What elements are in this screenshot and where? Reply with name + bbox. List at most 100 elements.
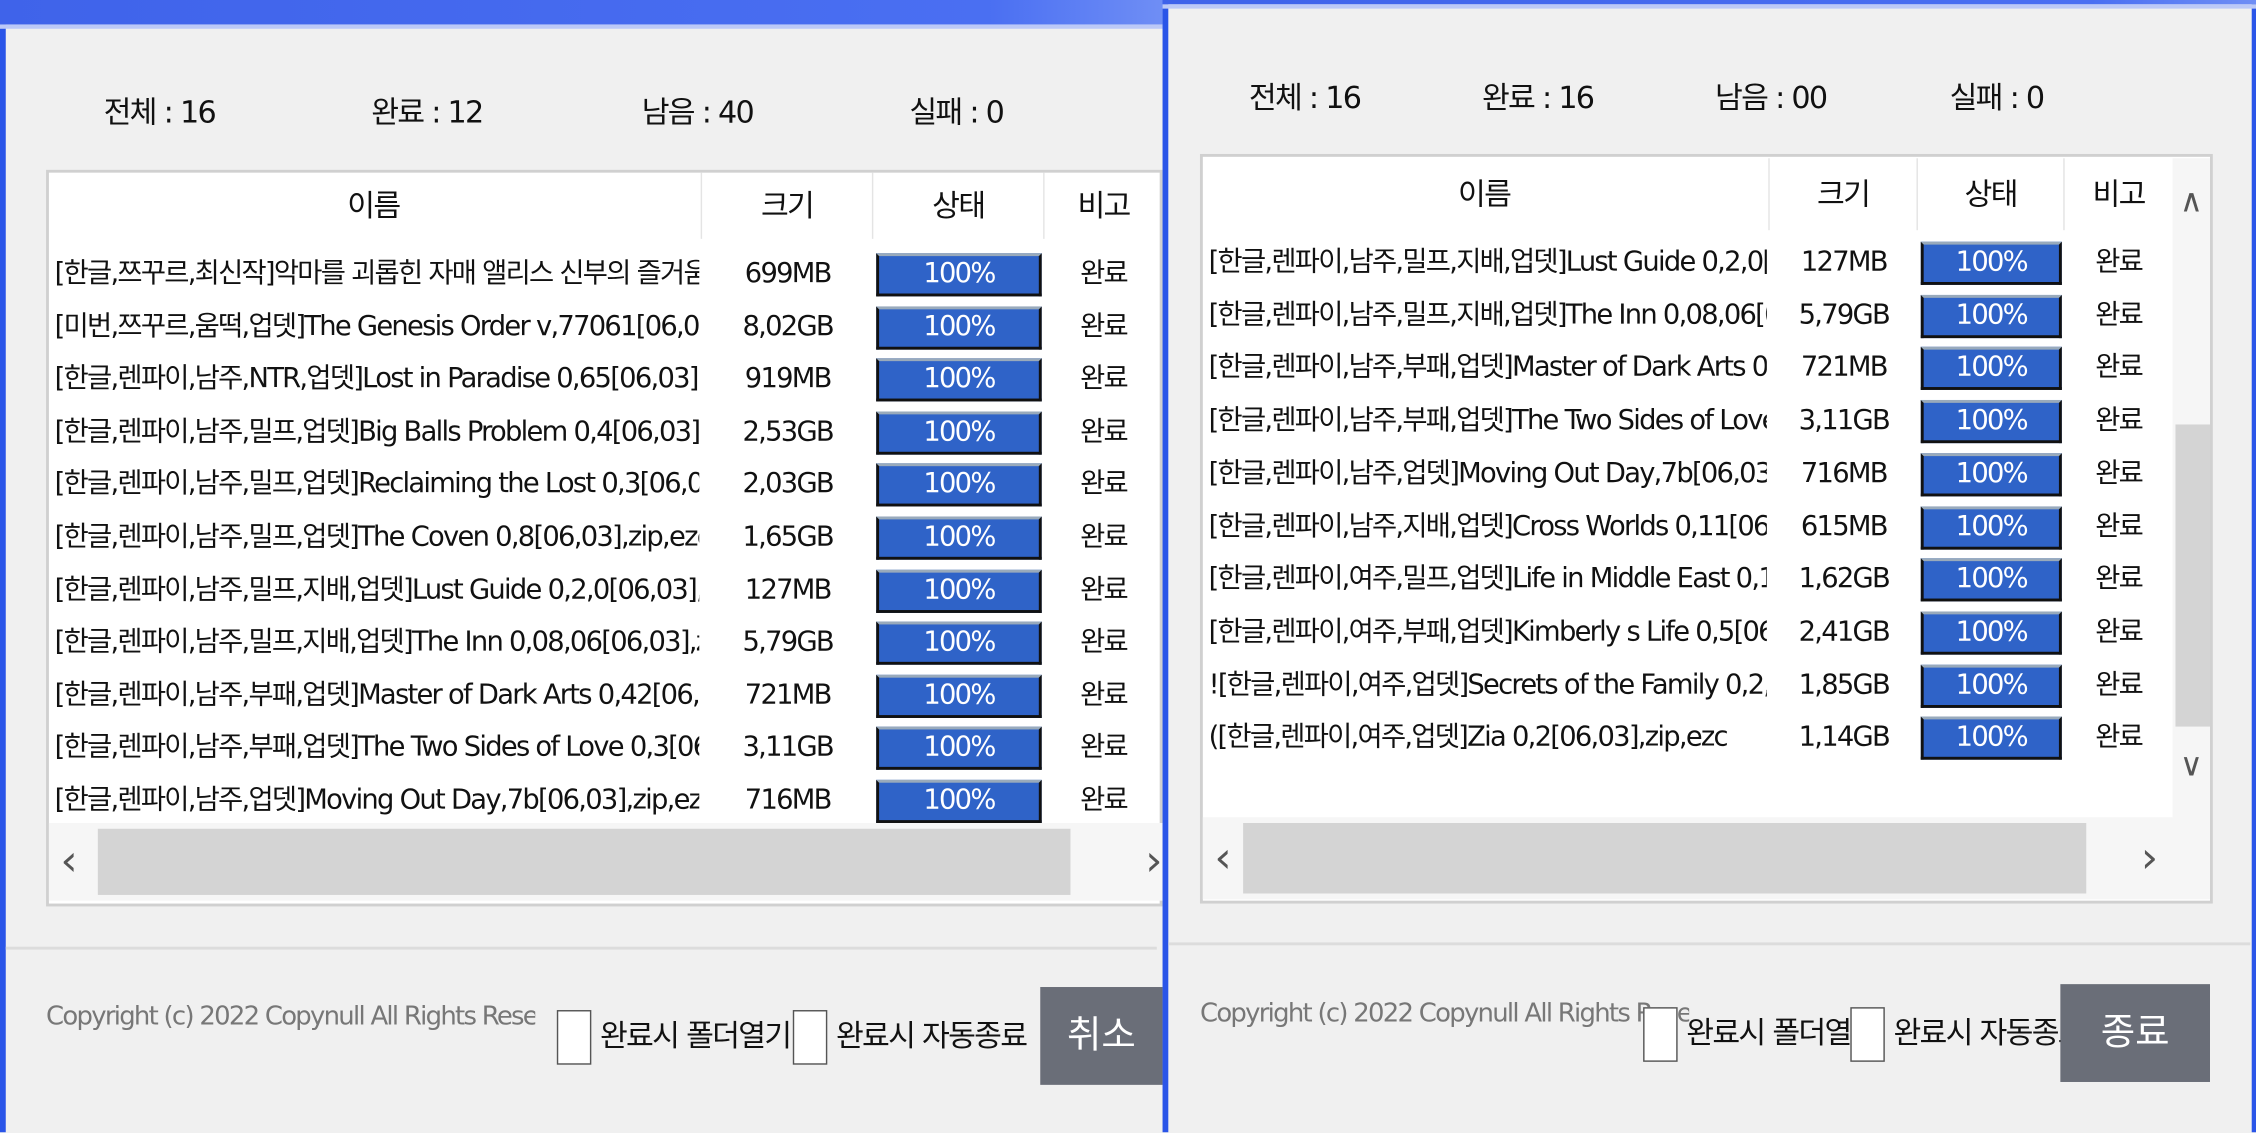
file-note: 완료 bbox=[1080, 257, 1129, 290]
scroll-down[interactable]: ∨ bbox=[2179, 748, 2203, 785]
progress-label: 100% bbox=[1955, 510, 2029, 542]
scroll-right[interactable]: › bbox=[1145, 835, 1163, 887]
title-bar bbox=[0, 0, 1163, 29]
progress-bar bbox=[1920, 347, 2062, 391]
file-note: 완료 bbox=[2095, 246, 2144, 278]
separator bbox=[5, 946, 1157, 950]
button[interactable]: 취소 bbox=[1040, 987, 1163, 1085]
file-size: 2,53GB bbox=[742, 415, 835, 448]
scroll-left[interactable]: ‹ bbox=[60, 835, 78, 887]
file-name: [한글,렌파이,남주,밀프,업뎃]The Coven 0,8[06,03],zi… bbox=[54, 520, 700, 553]
file-size: 2,03GB bbox=[742, 468, 835, 500]
progress-bar bbox=[876, 411, 1042, 455]
file-name: [한글,렌파이,남주,부패,업뎃]The Two Sides of Love 0… bbox=[1208, 404, 1767, 437]
progress-label: 100% bbox=[923, 415, 996, 448]
file-name: [한글,렌파이,여주,밀프,업뎃]Life in Middle East 0,1… bbox=[1208, 562, 1767, 595]
progress-label: 100% bbox=[923, 362, 996, 395]
file-size: 127MB bbox=[1800, 246, 1889, 278]
progress-label: 100% bbox=[1955, 351, 2029, 384]
h-scroll-thumb[interactable] bbox=[97, 828, 1071, 895]
file-name: [한글,렌파이,남주,밀프,지배,업뎃]The Inn 0,08,06[06,0… bbox=[1208, 298, 1767, 331]
file-note: 완료 bbox=[2095, 457, 2144, 489]
file-name: ([한글,렌파이,여주,업뎃]Zia 0,2[06,03],zip,ezc bbox=[1208, 721, 1729, 753]
file-size: 721MB bbox=[1800, 351, 1889, 384]
progress-label: 100% bbox=[923, 784, 996, 816]
progress-label: 100% bbox=[923, 257, 996, 290]
progress-label: 100% bbox=[1955, 562, 2029, 595]
progress-bar bbox=[1920, 716, 2062, 761]
file-size: 127MB bbox=[744, 573, 833, 606]
progress-bar bbox=[876, 727, 1042, 771]
copyright: Copyright (c) 2022 Copynull All Rights R… bbox=[46, 1001, 536, 1032]
checkbox[interactable] bbox=[1850, 1007, 1885, 1062]
progress-bar bbox=[876, 621, 1042, 665]
column-header: 이름 bbox=[1200, 158, 1770, 231]
file-size: 3,11GB bbox=[1798, 404, 1891, 437]
stat: 실패 : 0 bbox=[1949, 80, 2046, 116]
file-size: 1,62GB bbox=[1798, 562, 1891, 595]
file-name: [한글,렌파이,여주,부패,업뎃]Kimberly s Life 0,5[06,… bbox=[1208, 615, 1767, 648]
progress-label: 100% bbox=[923, 626, 996, 658]
column-header: 이름 bbox=[46, 172, 703, 239]
progress-label: 100% bbox=[923, 310, 996, 342]
file-note: 완료 bbox=[1080, 573, 1129, 606]
column-header: 크기 bbox=[1770, 158, 1918, 231]
scroll-up[interactable]: ∧ bbox=[2179, 184, 2203, 221]
file-name: [한글,렌파이,남주,부패,업뎃]Master of Dark Arts 0,4… bbox=[54, 678, 700, 711]
file-name: [한글,렌파이,남주,밀프,지배,업뎃]The Inn 0,08,06[06,0… bbox=[54, 626, 700, 658]
separator bbox=[1168, 942, 2251, 946]
scroll-right[interactable]: › bbox=[2140, 833, 2159, 884]
file-note: 완료 bbox=[1080, 310, 1129, 342]
file-name: [한글,렌파이,남주,밀프,지배,업뎃]Lust Guide 0,2,0[06,… bbox=[1208, 246, 1767, 278]
file-note: 완료 bbox=[1080, 362, 1129, 395]
file-note: 완료 bbox=[1080, 678, 1129, 711]
checkbox[interactable] bbox=[792, 1010, 828, 1065]
progress-bar bbox=[1920, 664, 2062, 708]
checkbox-label: 완료시 자동종료 bbox=[1893, 1015, 2085, 1051]
button[interactable]: 종료 bbox=[2060, 984, 2210, 1082]
checkbox-label: 완료시 폴더열기 bbox=[1686, 1015, 1878, 1051]
stat: 남음 : 00 bbox=[1715, 80, 1828, 116]
checkbox[interactable] bbox=[556, 1010, 592, 1065]
file-note: 완료 bbox=[1080, 415, 1129, 448]
v-scroll-thumb[interactable] bbox=[2175, 424, 2210, 727]
progress-label: 100% bbox=[923, 731, 996, 764]
title-bar bbox=[1162, 0, 2256, 9]
file-size: 8,02GB bbox=[742, 310, 835, 342]
file-size: 5,79GB bbox=[1798, 298, 1891, 331]
progress-bar bbox=[876, 253, 1042, 297]
progress-bar bbox=[876, 358, 1042, 402]
stat: 전체 : 16 bbox=[103, 94, 217, 130]
progress-label: 100% bbox=[923, 678, 996, 711]
file-size: 721MB bbox=[744, 678, 833, 711]
file-name: [한글,렌파이,남주,부패,업뎃]The Two Sides of Love 0… bbox=[54, 731, 700, 764]
scroll-left[interactable]: ‹ bbox=[1214, 833, 1232, 884]
checkbox-label: 완료시 자동종료 bbox=[835, 1018, 1028, 1054]
progress-bar bbox=[1920, 611, 2062, 655]
progress-label: 100% bbox=[1955, 668, 2029, 701]
file-name: [한글,쯔꾸르,최신작]악마를 괴롭힌 자매 앨리스 신부의 즐거움( bbox=[54, 257, 700, 290]
progress-bar bbox=[876, 674, 1042, 718]
file-note: 완료 bbox=[1080, 520, 1129, 553]
h-scroll-thumb[interactable] bbox=[1243, 822, 2087, 894]
file-note: 완료 bbox=[2095, 351, 2144, 384]
file-note: 완료 bbox=[2095, 668, 2144, 701]
file-note: 완료 bbox=[2095, 721, 2144, 753]
file-size: 2,41GB bbox=[1798, 615, 1891, 648]
file-size: 615MB bbox=[1800, 510, 1889, 542]
file-size: 5,79GB bbox=[742, 626, 835, 658]
progress-bar bbox=[876, 779, 1042, 823]
file-size: 716MB bbox=[744, 784, 833, 816]
file-note: 완료 bbox=[2095, 510, 2144, 542]
stat: 완료 : 12 bbox=[371, 94, 484, 130]
checkbox[interactable] bbox=[1643, 1007, 1678, 1062]
progress-bar bbox=[876, 516, 1042, 560]
progress-label: 100% bbox=[1955, 246, 2029, 278]
file-name: [미번,쯔꾸르,움떡,업뎃]The Genesis Order v,77061[… bbox=[54, 310, 700, 342]
progress-label: 100% bbox=[923, 573, 996, 606]
column-header: 비고 bbox=[1077, 188, 1131, 224]
file-name: [한글,렌파이,남주,밀프,업뎃]Big Balls Problem 0,4[0… bbox=[54, 415, 700, 448]
file-note: 완료 bbox=[1080, 731, 1129, 764]
file-size: 1,85GB bbox=[1798, 668, 1891, 701]
